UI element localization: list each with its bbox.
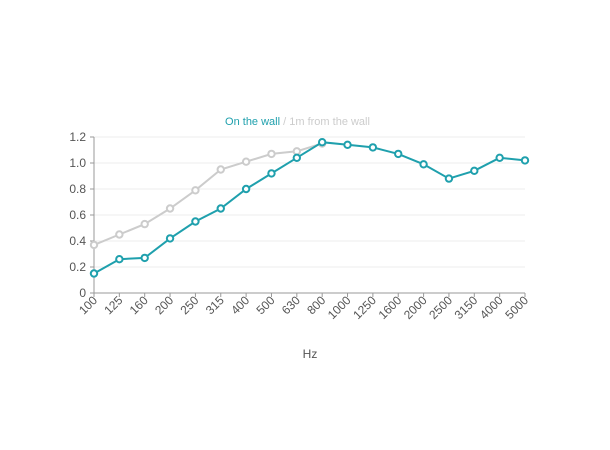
data-point[interactable] (470, 166, 479, 176)
x-tick-label: 400 (228, 293, 252, 317)
y-tick-label: 1.2 (69, 130, 86, 144)
data-point[interactable] (292, 153, 302, 163)
x-tick-label: 200 (152, 293, 176, 317)
series-line (93, 142, 323, 246)
x-tick-label: 2000 (401, 293, 430, 322)
data-point[interactable] (216, 204, 225, 213)
data-point[interactable] (368, 143, 378, 152)
data-point[interactable] (89, 240, 99, 250)
data-point[interactable] (267, 169, 276, 178)
x-tick-label: 4000 (477, 293, 506, 322)
y-tick-label: 0.2 (69, 260, 86, 274)
x-tick-label: 125 (101, 293, 125, 317)
data-point[interactable] (165, 204, 175, 213)
data-point[interactable] (292, 147, 302, 156)
legend-series-on-the-wall[interactable]: On the wall (225, 116, 281, 128)
data-point[interactable] (267, 149, 276, 159)
x-tick-label: 250 (177, 293, 201, 317)
data-point[interactable] (343, 140, 352, 150)
data-point[interactable] (394, 149, 403, 159)
y-tick-label: 0.6 (69, 208, 86, 222)
x-tick-label: 800 (304, 293, 328, 317)
data-point[interactable] (89, 269, 99, 278)
x-tick-label: 5000 (502, 293, 531, 322)
data-point[interactable] (165, 234, 175, 243)
data-point[interactable] (191, 186, 200, 195)
grid-lines (94, 136, 525, 294)
series-1 (89, 139, 327, 250)
series-layer (89, 138, 530, 278)
x-tick-label: 1600 (376, 293, 405, 322)
series-line (93, 141, 526, 275)
x-tick-label: 1250 (350, 293, 379, 322)
data-point[interactable] (520, 156, 530, 165)
data-point[interactable] (191, 217, 200, 226)
y-tick-label: 0.8 (69, 182, 86, 196)
y-tick-label: 1.0 (69, 156, 86, 170)
x-tick-label: 3150 (452, 293, 481, 322)
x-axis: 100 125 160 200 250 315 400 500 630 8001000125016… (76, 293, 531, 322)
data-point[interactable] (140, 219, 149, 229)
chart-legend: On the wall / 1m from the wall (0, 116, 595, 128)
y-tick-label: 0.4 (69, 234, 86, 248)
data-point[interactable] (115, 230, 124, 239)
data-point[interactable] (419, 160, 428, 169)
x-tick-label: 160 (127, 293, 151, 317)
data-point[interactable] (495, 153, 504, 163)
data-point[interactable] (241, 184, 251, 194)
x-tick-label: 500 (254, 293, 278, 317)
legend-separator: / (283, 116, 287, 128)
series-0 (89, 138, 530, 278)
x-tick-label: 315 (203, 293, 227, 317)
data-point[interactable] (317, 138, 327, 147)
x-tick-label: 1000 (325, 293, 354, 322)
data-point[interactable] (140, 253, 149, 263)
x-tick-label: 2500 (426, 293, 455, 322)
x-axis-label: Hz (303, 347, 318, 361)
data-point[interactable] (241, 157, 251, 166)
x-tick-label: 630 (279, 293, 303, 317)
data-point[interactable] (115, 255, 124, 264)
y-axis: 0 0.2 0.4 0.6 0.8 1.0 1.2 (69, 130, 95, 300)
legend-series-1m-from-the-wall[interactable]: 1m from the wall (289, 116, 370, 128)
data-point[interactable] (216, 165, 225, 174)
data-point[interactable] (444, 174, 454, 183)
y-tick-label: 0 (79, 286, 86, 300)
